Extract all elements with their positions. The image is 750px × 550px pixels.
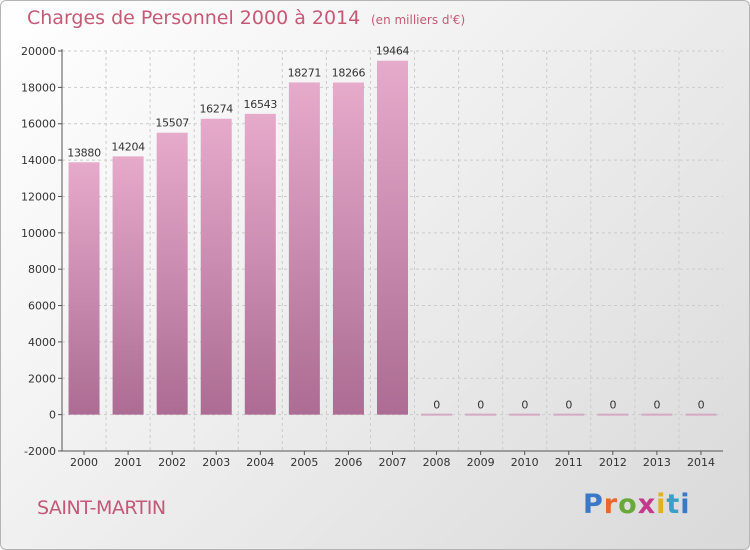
proxiti-logo[interactable]: Proxiti — [583, 489, 691, 520]
x-tick-label-2009: 2009 — [467, 456, 495, 469]
value-label-2011: 0 — [565, 399, 572, 412]
x-tick-label-2002: 2002 — [158, 456, 186, 469]
value-label-2001: 14204 — [111, 140, 145, 153]
value-label-2014: 0 — [698, 399, 705, 412]
value-label-2004: 16543 — [244, 98, 278, 111]
bar-2008 — [421, 413, 453, 416]
bar-2006 — [332, 82, 364, 415]
y-tick-label: 14000 — [21, 154, 56, 167]
x-tick-label-2004: 2004 — [246, 456, 274, 469]
y-tick-label: 4000 — [28, 336, 56, 349]
bar-2004 — [244, 113, 276, 415]
bar-2000 — [68, 162, 100, 415]
y-tick-label: 18000 — [21, 81, 56, 94]
x-tick-label-2011: 2011 — [555, 456, 583, 469]
logo-letter: x — [637, 489, 657, 520]
x-tick-label-2000: 2000 — [70, 456, 98, 469]
y-tick-label: 6000 — [28, 300, 56, 313]
value-label-2002: 15507 — [155, 117, 189, 130]
bar-2005 — [288, 82, 320, 415]
x-tick-label-2014: 2014 — [687, 456, 715, 469]
x-tick-label-2007: 2007 — [379, 456, 407, 469]
bar-2003 — [200, 118, 232, 415]
value-label-2012: 0 — [609, 399, 616, 412]
chart-title: Charges de Personnel 2000 à 2014 — [27, 7, 361, 29]
y-tick-label: 20000 — [21, 45, 56, 58]
y-tick-label: 2000 — [28, 372, 56, 385]
logo-letter: t — [666, 489, 681, 520]
x-tick-label-2008: 2008 — [423, 456, 451, 469]
value-label-2007: 19464 — [376, 45, 410, 58]
bar-2014 — [685, 413, 717, 416]
bar-2011 — [553, 413, 585, 416]
logo-letter: i — [680, 489, 691, 520]
y-tick-label: 10000 — [21, 227, 56, 240]
y-tick-label: -2000 — [24, 445, 56, 458]
chart-subtitle: (en milliers d'€) — [371, 13, 466, 27]
y-tick-label: 12000 — [21, 190, 56, 203]
y-tick-label: 16000 — [21, 118, 56, 131]
logo-letter: i — [656, 489, 667, 520]
value-label-2003: 16274 — [199, 103, 233, 116]
logo-letter: r — [603, 489, 619, 520]
bar-2012 — [597, 413, 629, 416]
x-tick-label-2006: 2006 — [334, 456, 362, 469]
x-tick-label-2005: 2005 — [290, 456, 318, 469]
x-tick-label-2010: 2010 — [511, 456, 539, 469]
value-label-2006: 18266 — [332, 67, 366, 80]
value-label-2008: 0 — [433, 399, 440, 412]
value-label-2010: 0 — [521, 399, 528, 412]
y-tick-label: 0 — [49, 409, 56, 422]
logo-letter: P — [583, 489, 604, 520]
bar-2001 — [112, 156, 144, 415]
value-label-2009: 0 — [477, 399, 484, 412]
bar-2009 — [465, 413, 497, 416]
value-label-2013: 0 — [654, 399, 661, 412]
x-tick-label-2003: 2003 — [202, 456, 230, 469]
x-tick-label-2001: 2001 — [114, 456, 142, 469]
bar-2007 — [377, 60, 408, 415]
bar-2002 — [156, 132, 188, 415]
value-label-2005: 18271 — [288, 66, 322, 79]
commune-name: SAINT-MARTIN — [37, 497, 166, 519]
logo-letter: o — [618, 489, 638, 520]
bar-2013 — [641, 413, 673, 416]
value-label-2000: 13880 — [67, 146, 101, 159]
y-tick-label: 8000 — [28, 263, 56, 276]
bar-2010 — [509, 413, 541, 416]
x-tick-label-2013: 2013 — [643, 456, 671, 469]
x-tick-label-2012: 2012 — [599, 456, 627, 469]
